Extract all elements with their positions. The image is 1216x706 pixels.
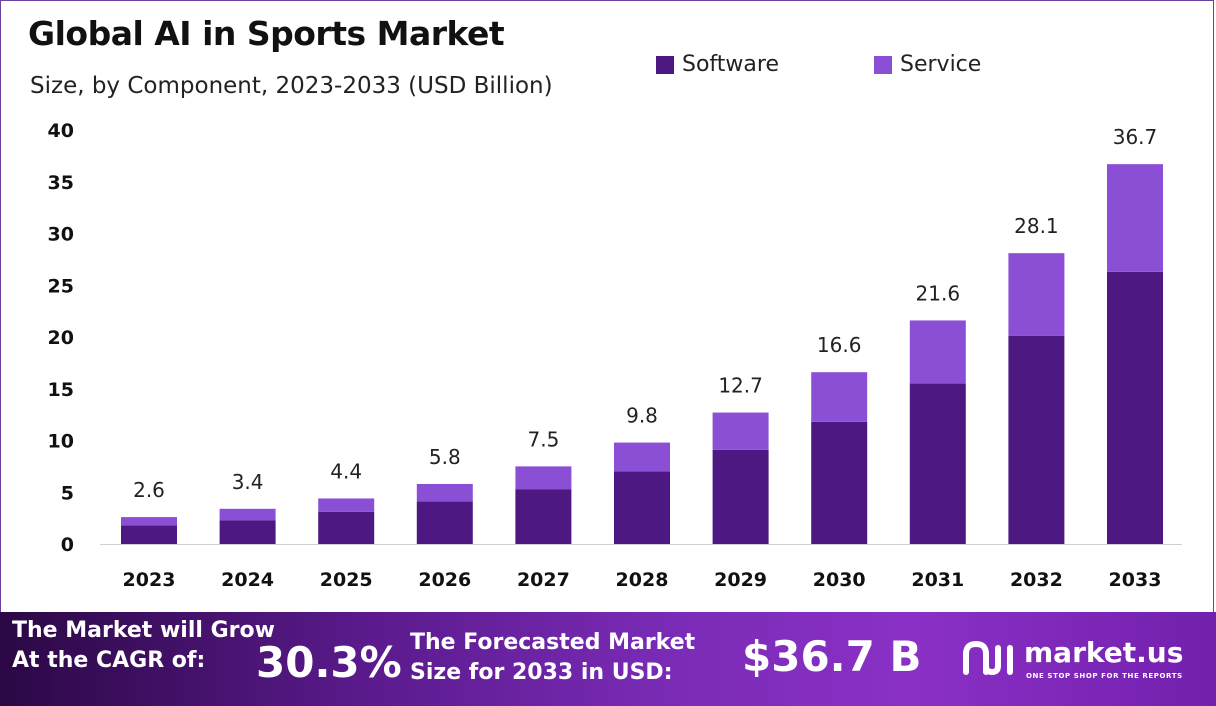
bar-software	[1008, 335, 1065, 544]
bar-service	[1107, 164, 1163, 272]
bar-total-label: 5.8	[429, 445, 461, 469]
bar-total-label: 28.1	[1014, 214, 1059, 238]
cagr-value: 30.3%	[256, 638, 402, 687]
x-tick-label: 2023	[123, 569, 176, 591]
bar-software	[219, 520, 276, 544]
bar-service	[121, 517, 177, 526]
bar-total-label: 16.6	[817, 333, 862, 357]
bar-total-label: 2.6	[133, 478, 165, 502]
y-tick-label: 40	[48, 120, 74, 142]
y-tick-label: 35	[48, 172, 74, 194]
bar-total-label: 9.8	[626, 404, 658, 428]
forecast-label-line-1: The Forecasted Market	[410, 630, 696, 655]
bar-total-label: 12.7	[718, 374, 763, 398]
x-tick-label: 2024	[221, 569, 274, 591]
bar-service	[811, 372, 868, 422]
footer-banner: The Market will Grow At the CAGR of: 30.…	[0, 612, 1216, 706]
cagr-label: The Market will Grow At the CAGR of:	[12, 616, 275, 676]
legend-label-service: Service	[900, 52, 982, 77]
bar-service	[909, 320, 966, 384]
chart-title: Global AI in Sports Market	[28, 14, 505, 53]
brand-logo: market.us ONE STOP SHOP FOR THE REPORTS	[960, 634, 1200, 684]
y-tick-label: 20	[48, 327, 74, 349]
legend-swatch-software	[656, 55, 674, 74]
x-tick-label: 2029	[714, 569, 767, 591]
brand-tagline: ONE STOP SHOP FOR THE REPORTS	[1026, 672, 1183, 680]
bar-software	[1107, 271, 1163, 544]
bar-total-label: 3.4	[232, 470, 264, 494]
y-tick-label: 10	[48, 431, 74, 453]
x-tick-label: 2030	[813, 569, 866, 591]
legend-item-service: Service	[874, 52, 981, 77]
bar-service	[712, 412, 769, 450]
chart-subtitle: Size, by Component, 2023-2033 (USD Billi…	[30, 73, 553, 99]
bar-service	[318, 498, 375, 512]
y-tick-label: 15	[48, 379, 74, 401]
x-tick-label: 2032	[1010, 569, 1063, 591]
bar-chart: 05101520253035402.620233.420244.420255.8…	[48, 120, 1182, 591]
bar-service	[219, 508, 276, 521]
y-tick-label: 25	[48, 275, 74, 297]
market-us-logo-icon	[963, 640, 1013, 676]
x-tick-label: 2028	[616, 569, 669, 591]
cagr-label-line-2: At the CAGR of:	[12, 648, 206, 673]
x-tick-label: 2033	[1109, 569, 1162, 591]
bar-total-label: 4.4	[330, 459, 362, 483]
forecast-label-line-2: Size for 2033 in USD:	[410, 660, 673, 685]
legend-item-software: Software	[656, 52, 779, 77]
bar-service	[515, 466, 572, 490]
forecast-label: The Forecasted Market Size for 2033 in U…	[410, 628, 695, 688]
x-tick-label: 2025	[320, 569, 373, 591]
legend-label-software: Software	[682, 52, 779, 77]
bar-service	[1008, 253, 1065, 336]
y-tick-label: 30	[48, 224, 74, 246]
forecast-value: $36.7 B	[742, 632, 922, 681]
cagr-label-line-1: The Market will Grow	[12, 618, 275, 643]
bar-service	[416, 483, 473, 502]
bar-software	[121, 525, 177, 544]
bar-total-label: 36.7	[1113, 125, 1158, 149]
brand-name: market.us	[1024, 636, 1184, 669]
bar-service	[614, 442, 670, 472]
bar-software	[909, 383, 966, 544]
legend-swatch-service	[874, 55, 892, 74]
bar-software	[515, 489, 572, 544]
x-tick-label: 2026	[418, 569, 471, 591]
bar-total-label: 7.5	[527, 427, 559, 451]
x-tick-label: 2031	[911, 569, 964, 591]
bar-total-label: 21.6	[916, 281, 961, 305]
bar-software	[811, 421, 868, 544]
bar-software	[416, 501, 473, 544]
bar-software	[712, 449, 769, 544]
x-tick-label: 2027	[517, 569, 570, 591]
y-tick-label: 5	[61, 482, 74, 504]
bar-software	[614, 471, 670, 544]
y-tick-label: 0	[61, 534, 74, 556]
bar-software	[318, 511, 375, 544]
